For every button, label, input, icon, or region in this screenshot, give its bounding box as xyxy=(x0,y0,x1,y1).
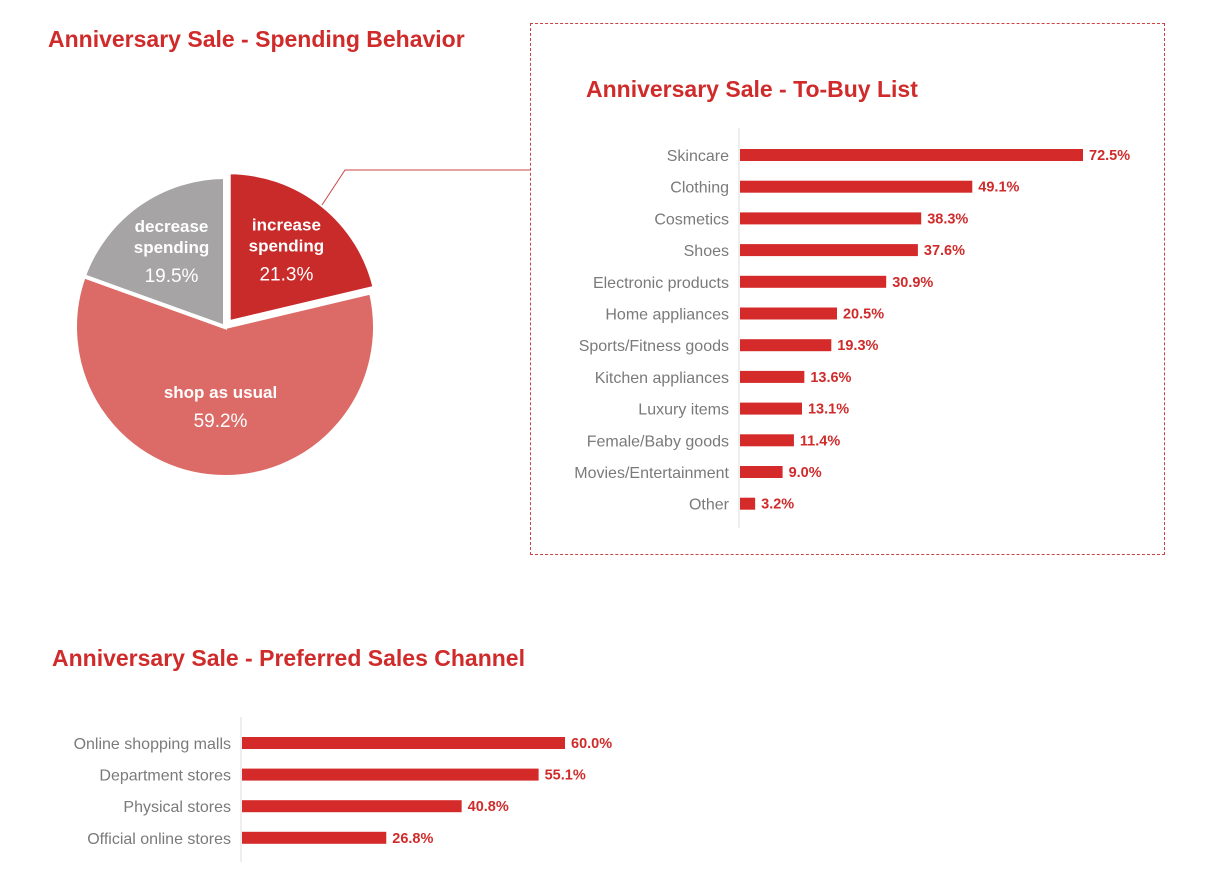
tobuy-bar-female-baby-goods xyxy=(740,434,794,447)
pie-slice-decrease-spending xyxy=(81,174,227,330)
pie-slice-shop-as-usual xyxy=(73,273,377,479)
tobuy-bar-other xyxy=(740,497,756,510)
tobuy-bar-electronic-products xyxy=(740,275,887,288)
pie-label-decrease-spending: decrease xyxy=(135,217,209,236)
channel-category-label-online-shopping-malls: Online shopping malls xyxy=(74,736,231,753)
tobuy-value-label-luxury-items: 13.1% xyxy=(808,402,849,418)
to-buy-callout-box xyxy=(530,23,1165,555)
tobuy-bar-movies-entertainment xyxy=(740,466,783,478)
tobuy-category-label-shoes: Shoes xyxy=(684,243,729,260)
pie-value-decrease-spending: 19.5% xyxy=(145,266,199,287)
tobuy-value-label-female-baby-goods: 11.4% xyxy=(800,433,840,449)
tobuy-bar-sports-fitness-goods xyxy=(740,339,832,352)
pie-label-shop-as-usual: shop as usual xyxy=(164,383,277,402)
tobuy-value-label-other: 3.2% xyxy=(761,497,794,513)
pie-value-increase-spending: 21.3% xyxy=(259,264,313,285)
pie-label-decrease-spending: spending xyxy=(134,238,210,257)
tobuy-value-label-clothing: 49.1% xyxy=(978,180,1019,196)
channel-value-label-online-shopping-malls: 60.0% xyxy=(571,736,612,752)
tobuy-value-label-cosmetics: 38.3% xyxy=(927,211,968,227)
tobuy-category-label-other: Other xyxy=(689,497,730,514)
tobuy-bar-home-appliances xyxy=(740,307,837,320)
pie-label-increase-spending: spending xyxy=(249,236,325,255)
channel-category-label-official-online-stores: Official online stores xyxy=(87,831,231,848)
channel-category-label-physical-stores: Physical stores xyxy=(123,799,231,816)
tobuy-value-label-electronic-products: 30.9% xyxy=(892,275,933,291)
channel-bar-official-online-stores xyxy=(242,831,387,844)
tobuy-bar-shoes xyxy=(740,244,918,257)
tobuy-category-label-electronic-products: Electronic products xyxy=(593,275,729,292)
tobuy-bar-skincare xyxy=(740,149,1083,161)
channel-bar-department-stores xyxy=(242,768,539,781)
to-buy-bar-chart: Skincare 72.5% Clothing 49.1% Cosmetics 38.3%… xyxy=(574,128,1130,528)
channel-category-label-department-stores: Department stores xyxy=(99,768,231,785)
tobuy-category-label-luxury-items: Luxury items xyxy=(638,402,729,419)
tobuy-value-label-shoes: 37.6% xyxy=(924,243,965,259)
spending-behavior-title: Anniversary Sale - Spending Behavior xyxy=(48,26,465,52)
channel-value-label-official-online-stores: 26.8% xyxy=(392,831,433,847)
tobuy-category-label-female-baby-goods: Female/Baby goods xyxy=(587,433,729,450)
tobuy-value-label-kitchen-appliances: 13.6% xyxy=(810,370,851,386)
tobuy-value-label-movies-entertainment: 9.0% xyxy=(789,465,822,481)
tobuy-value-label-home-appliances: 20.5% xyxy=(843,307,884,323)
tobuy-value-label-sports-fitness-goods: 19.3% xyxy=(837,338,878,354)
pie-label-increase-spending: increase xyxy=(252,215,321,234)
tobuy-bar-kitchen-appliances xyxy=(740,370,805,383)
tobuy-category-label-sports-fitness-goods: Sports/Fitness goods xyxy=(579,338,729,355)
tobuy-bar-luxury-items xyxy=(740,402,802,415)
callout-connector-line xyxy=(321,169,530,206)
tobuy-bar-clothing xyxy=(740,180,973,193)
channel-bar-physical-stores xyxy=(242,800,462,813)
channel-bar-online-shopping-malls xyxy=(242,737,565,749)
tobuy-category-label-home-appliances: Home appliances xyxy=(605,307,729,324)
pie-value-shop-as-usual: 59.2% xyxy=(194,411,248,432)
tobuy-category-label-movies-entertainment: Movies/Entertainment xyxy=(574,465,729,482)
tobuy-category-label-cosmetics: Cosmetics xyxy=(654,211,729,228)
sales-channel-title: Anniversary Sale - Preferred Sales Chann… xyxy=(52,645,525,671)
channel-value-label-physical-stores: 40.8% xyxy=(468,799,509,815)
tobuy-value-label-skincare: 72.5% xyxy=(1089,148,1130,164)
channel-value-label-department-stores: 55.1% xyxy=(545,768,586,784)
spending-pie-chart: increase spending 21.3% shop as usual 59.2% d… xyxy=(73,170,378,479)
tobuy-category-label-kitchen-appliances: Kitchen appliances xyxy=(595,370,729,387)
tobuy-bar-cosmetics xyxy=(740,212,922,225)
tobuy-category-label-clothing: Clothing xyxy=(670,180,729,197)
to-buy-list-title: Anniversary Sale - To-Buy List xyxy=(586,76,918,102)
sales-channel-bar-chart: Online shopping malls 60.0% Department sto… xyxy=(74,717,612,862)
tobuy-category-label-skincare: Skincare xyxy=(667,148,729,165)
